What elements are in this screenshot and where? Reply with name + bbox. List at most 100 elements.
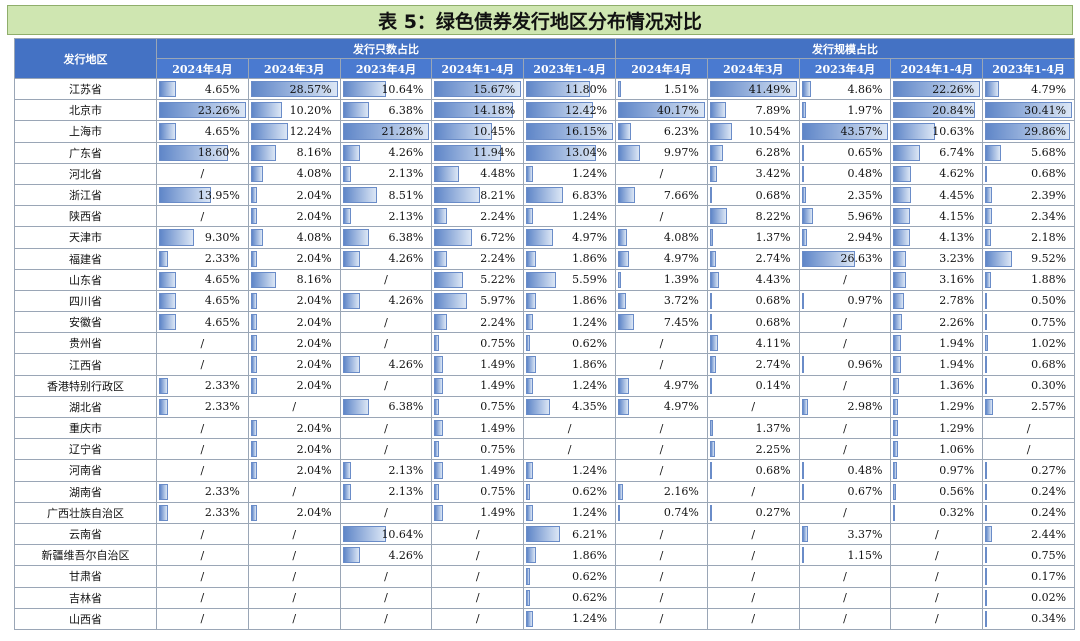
- value-cell: 9.30%: [156, 226, 249, 249]
- percent-value: 4.26%: [388, 358, 424, 372]
- value-cell: 3.72%: [615, 289, 708, 313]
- percent-value: 8.22%: [755, 209, 791, 223]
- percent-value: 12.24%: [289, 124, 332, 138]
- data-bar: [434, 208, 447, 225]
- value-cell: 26.63%: [798, 247, 892, 270]
- data-bar: [618, 102, 705, 119]
- empty-value: /: [659, 548, 664, 562]
- value-cell: 1.88%: [982, 268, 1076, 291]
- value-cell: /: [615, 459, 708, 482]
- percent-value: 0.97%: [939, 463, 975, 477]
- percent-value: 4.97%: [663, 400, 699, 414]
- percent-value: 1.49%: [480, 463, 516, 477]
- data-bar: [434, 441, 439, 458]
- value-cell: 7.89%: [706, 99, 800, 122]
- data-bar: [526, 229, 553, 246]
- data-bar: [250, 335, 257, 352]
- table-row: 云南省 / / 10.64% / 6.21% / / 3.37% / 2.44%: [14, 522, 1076, 546]
- data-bar: [159, 292, 177, 310]
- data-bar: [893, 81, 981, 98]
- percent-value: 2.74%: [755, 358, 791, 372]
- data-bar: [526, 165, 533, 182]
- percent-value: 5.97%: [480, 294, 516, 308]
- value-cell: 5.22%: [431, 268, 525, 291]
- empty-value: /: [843, 273, 847, 287]
- empty-value: /: [200, 209, 205, 223]
- percent-value: 2.13%: [388, 485, 424, 499]
- header-row-periods: 2024年4月 2024年3月 2023年4月 2024年1-4月 2023年1-4月 2…: [15, 58, 1076, 79]
- header-row-groups: 发行地区 发行只数占比 发行规模占比: [14, 38, 1076, 79]
- value-cell: 0.27%: [982, 459, 1076, 482]
- data-bar: [709, 314, 712, 331]
- table-row: 湖南省 2.33% / 2.13% 0.75% 0.62% 2.16% / 0.67% 0.56%…: [14, 480, 1076, 503]
- value-cell: 0.62%: [523, 586, 617, 609]
- data-bar: [250, 186, 257, 204]
- percent-value: 0.68%: [755, 463, 791, 477]
- percent-value: 2.33%: [204, 252, 240, 266]
- value-cell: 4.86%: [798, 77, 892, 101]
- data-bar: [618, 483, 623, 500]
- percent-value: 7.66%: [663, 188, 699, 202]
- percent-value: 2.24%: [480, 252, 516, 266]
- value-cell: 13.04%: [523, 141, 617, 164]
- percent-value: 6.38%: [388, 230, 424, 244]
- value-cell: /: [156, 205, 249, 228]
- region-name: 湖南省: [14, 480, 157, 503]
- value-cell: /: [431, 544, 525, 567]
- empty-value: /: [384, 336, 388, 350]
- empty-value: /: [659, 569, 664, 583]
- value-cell: 18.60%: [156, 141, 249, 164]
- percent-value: 1.49%: [480, 358, 516, 372]
- data-bar: [893, 271, 906, 288]
- region-name: 重庆市: [14, 416, 157, 440]
- region-distribution-table: 发行地区 发行只数占比 发行规模占比 2024年4月 2024年3月 2023年4月…: [14, 38, 1076, 630]
- data-bar: [434, 271, 464, 288]
- value-cell: 2.26%: [890, 311, 984, 334]
- value-cell: 2.04%: [247, 289, 341, 313]
- value-cell: 2.74%: [706, 353, 800, 376]
- empty-value: /: [843, 421, 847, 435]
- value-cell: 1.24%: [523, 162, 617, 185]
- value-cell: /: [798, 268, 892, 291]
- table-row: 湖北省 2.33% / 6.38% 0.75% 4.35% 4.97% / 2.98% 1.29%…: [14, 395, 1076, 419]
- empty-value: /: [659, 527, 664, 541]
- value-cell: 2.33%: [156, 247, 249, 270]
- data-bar: [250, 356, 257, 373]
- value-cell: 1.49%: [431, 459, 525, 482]
- value-cell: 0.96%: [798, 353, 892, 376]
- value-cell: 4.08%: [615, 226, 708, 249]
- value-cell: /: [798, 332, 892, 355]
- percent-value: 1.29%: [939, 421, 975, 435]
- empty-value: /: [659, 358, 664, 372]
- data-bar: [159, 398, 168, 415]
- percent-value: 2.04%: [296, 336, 332, 350]
- data-bar: [893, 398, 899, 415]
- data-bar: [342, 483, 352, 500]
- value-cell: 2.24%: [431, 247, 525, 270]
- value-cell: /: [615, 416, 708, 440]
- data-bar: [801, 483, 804, 500]
- empty-value: /: [384, 591, 388, 605]
- data-bar: [434, 420, 443, 437]
- table-row: 北京市 23.26% 10.20% 6.38% 14.18% 12.42% 40.17% 7.…: [14, 99, 1076, 122]
- percent-value: 6.38%: [388, 103, 424, 117]
- period-header: 2024年3月: [706, 58, 800, 79]
- region-name: 江苏省: [14, 77, 157, 101]
- value-cell: 6.23%: [615, 120, 708, 143]
- percent-value: 1.94%: [939, 358, 975, 372]
- data-bar: [801, 398, 808, 415]
- percent-value: 1.24%: [572, 167, 608, 181]
- value-cell: 3.23%: [890, 247, 984, 270]
- region-name: 吉林省: [14, 586, 157, 609]
- value-cell: 1.29%: [890, 395, 984, 419]
- percent-value: 12.42%: [565, 103, 608, 117]
- data-bar: [526, 398, 550, 415]
- value-cell: /: [615, 205, 708, 228]
- value-cell: 2.98%: [798, 395, 892, 419]
- value-cell: 0.68%: [982, 162, 1076, 185]
- data-bar: [159, 483, 168, 500]
- value-cell: 4.08%: [247, 162, 341, 185]
- value-cell: /: [339, 332, 433, 355]
- data-bar: [618, 81, 622, 98]
- data-bar: [985, 292, 988, 310]
